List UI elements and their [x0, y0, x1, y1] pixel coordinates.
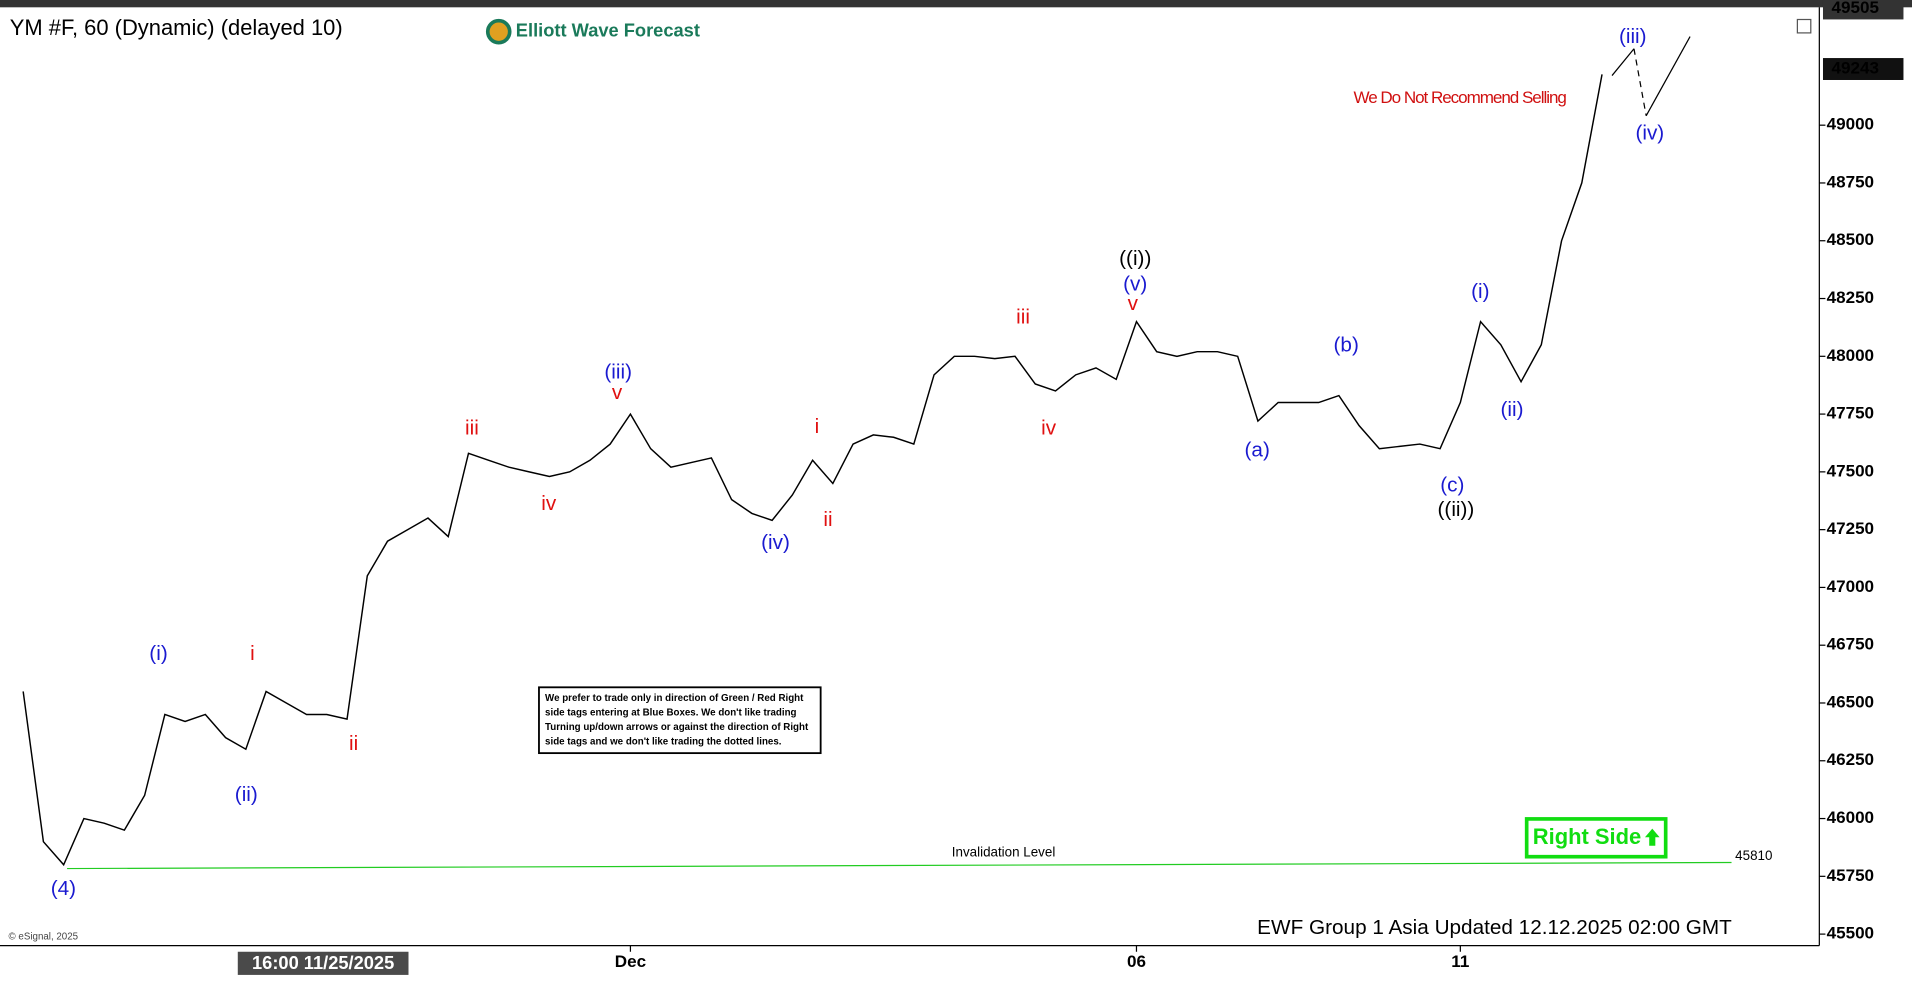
invalidation-line: [67, 861, 1732, 870]
wave-label: (i): [149, 642, 167, 665]
wave-label: i: [250, 642, 255, 665]
y-tick-label: 46000: [1827, 808, 1874, 827]
chart-title: YM #F, 60 (Dynamic) (delayed 10): [10, 15, 343, 40]
wave-label: (iv): [761, 531, 790, 554]
price-tag: [1822, 0, 1904, 20]
wave-label: ii: [349, 732, 358, 755]
wave-label: iii: [1016, 306, 1030, 329]
note-line: side tags entering at Blue Boxes. We don…: [545, 707, 796, 718]
y-tick-label: 45750: [1827, 866, 1874, 885]
copyright: © eSignal, 2025: [9, 932, 79, 943]
price-line: [22, 74, 1603, 867]
y-tick-label: 47000: [1827, 577, 1874, 596]
wave-label: ((i)): [1119, 247, 1151, 270]
y-tick-label: 47750: [1827, 404, 1874, 423]
price-tag-label: 49243: [1832, 59, 1879, 78]
wave-label: i: [815, 415, 820, 438]
wave-label: v: [612, 381, 623, 404]
y-tick-label: 48750: [1827, 172, 1874, 191]
logo: Elliott Wave Forecast: [516, 20, 700, 41]
price-tag-label: 49505: [1832, 0, 1879, 17]
cursor-label-box: [237, 951, 409, 975]
wave-label: (i): [1471, 280, 1489, 303]
note-line: Turning up/down arrows or against the di…: [545, 722, 809, 733]
wave-label: (ii): [235, 783, 258, 806]
wave-label: (b): [1334, 334, 1359, 357]
y-tick-label: 49000: [1827, 115, 1874, 134]
wave-label: iv: [1041, 416, 1057, 439]
x-tick-label: Dec: [615, 952, 646, 971]
wave-label: (ii): [1501, 398, 1524, 421]
wave-label: (4): [51, 877, 76, 900]
invalidation-value: 45810: [1735, 848, 1772, 863]
y-tick-label: 45500: [1827, 924, 1874, 943]
right-side-box: [1524, 817, 1668, 859]
x-tick-label: 11: [1451, 952, 1469, 971]
wave-label: v: [1128, 292, 1139, 315]
y-tick-label: 47500: [1827, 461, 1874, 480]
note-line: side tags and we don't like trading the …: [545, 737, 782, 748]
warning: We Do Not Recommend Selling: [1354, 88, 1567, 107]
up-arrow: [1644, 828, 1660, 846]
note-box: [538, 686, 822, 755]
y-tick-label: 48250: [1827, 288, 1874, 307]
wave-label: (c): [1440, 474, 1464, 497]
projection: [1611, 48, 1635, 76]
window-icon: [1796, 18, 1812, 34]
y-tick-label: 46750: [1827, 635, 1874, 654]
wave-label: iii: [465, 416, 479, 439]
wave-label: iv: [541, 492, 557, 515]
wave-label: (iv): [1635, 122, 1664, 145]
x-tick-label: 06: [1127, 952, 1146, 971]
wave-label: (a): [1245, 438, 1270, 461]
wave-label: (v): [1123, 273, 1147, 296]
updated-text: EWF Group 1 Asia Updated 12.12.2025 02:0…: [1257, 916, 1732, 939]
y-tick-label: 46250: [1827, 750, 1874, 769]
right-side: Right Side: [1533, 824, 1642, 849]
projection: [1633, 48, 1647, 116]
y-tick-label: 48500: [1827, 230, 1874, 249]
top-bar: [0, 0, 1912, 8]
wave-label: ((ii)): [1438, 498, 1475, 521]
logo-icon: [485, 18, 512, 45]
invalidation-label: Invalidation Level: [952, 844, 1056, 859]
wave-label: (iii): [1619, 25, 1647, 48]
y-tick-label: 47250: [1827, 519, 1874, 538]
note-line: We prefer to trade only in direction of …: [545, 693, 804, 704]
projection: [1645, 36, 1691, 117]
y-tick-label: 48000: [1827, 346, 1874, 365]
price-tag: [1822, 58, 1904, 80]
wave-label: (iii): [604, 360, 632, 383]
cursor-label: 16:00 11/25/2025: [252, 952, 394, 973]
y-tick-label: 46500: [1827, 692, 1874, 711]
wave-label: ii: [823, 508, 832, 531]
